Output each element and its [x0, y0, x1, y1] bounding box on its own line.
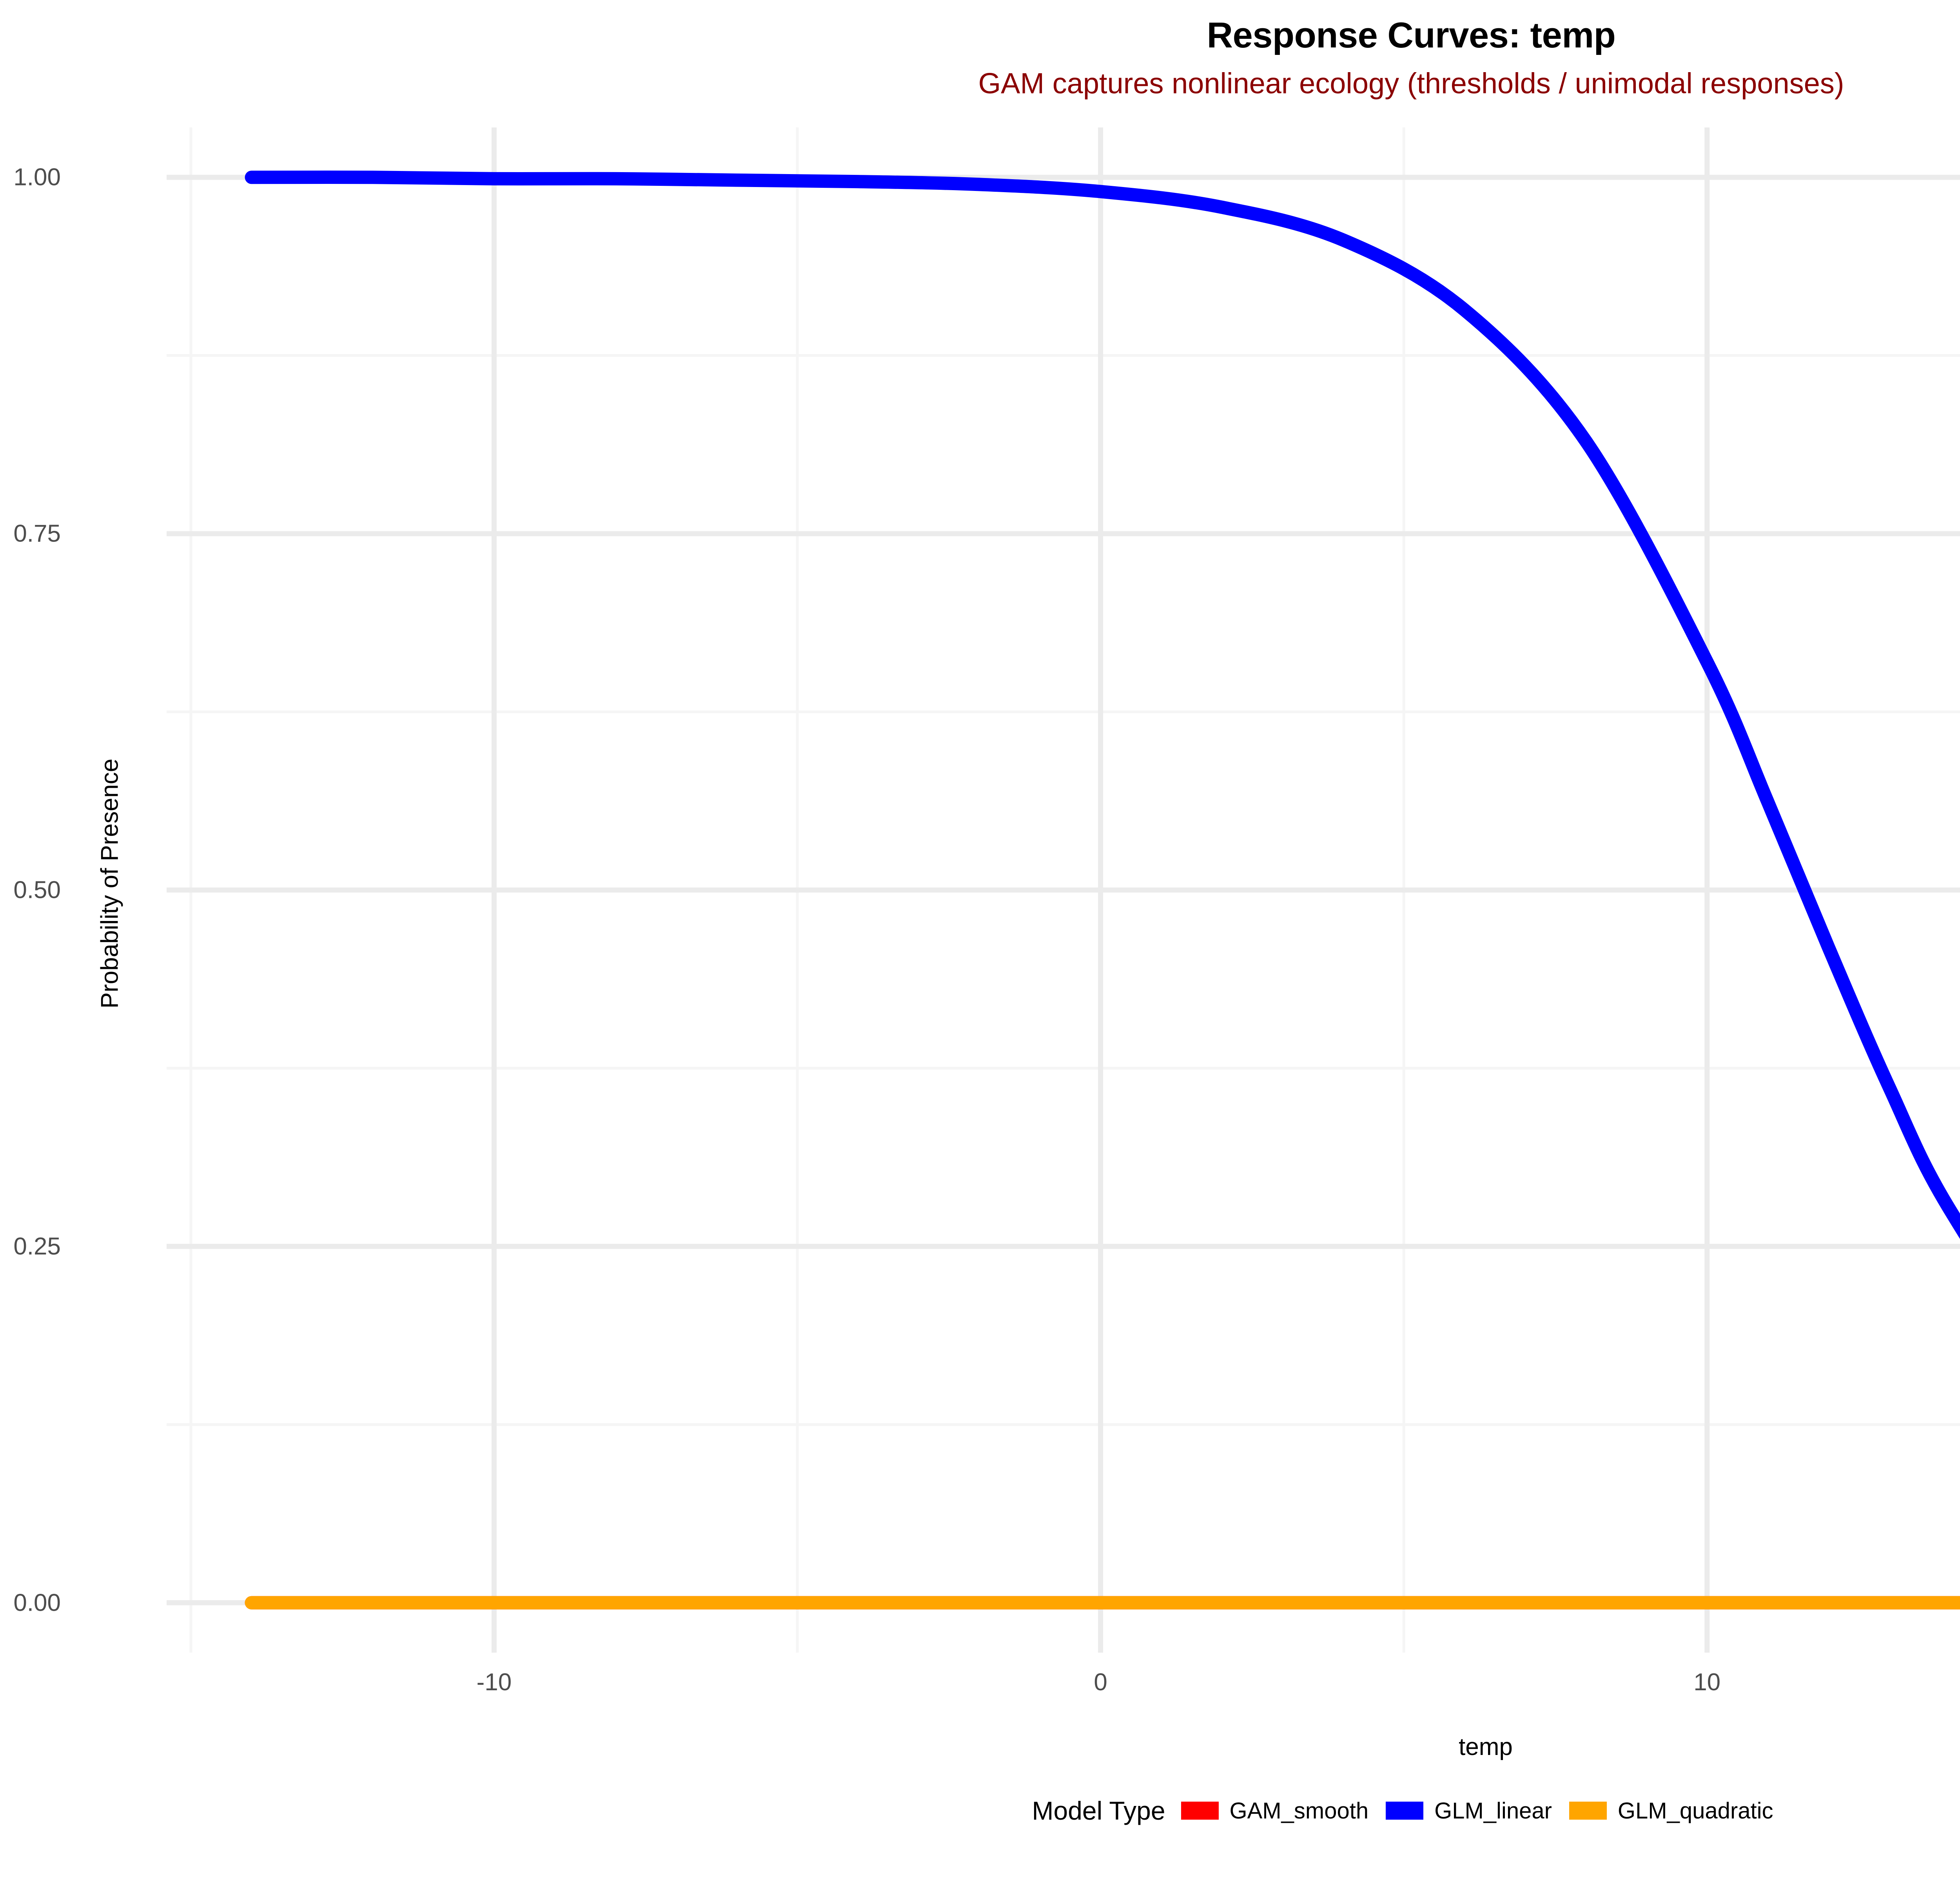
plot-canvas	[167, 127, 1960, 1653]
y-tick-label: 1.00	[13, 163, 61, 191]
series-line-glm-quadratic	[245, 1596, 1960, 1610]
legend-item-label: GAM_smooth	[1229, 1798, 1369, 1824]
legend-key-swatch-icon	[1181, 1802, 1219, 1820]
y-tick-label: 0.00	[13, 1589, 61, 1617]
legend-item-label: GLM_linear	[1434, 1798, 1552, 1824]
x-axis-title: temp	[1459, 1733, 1513, 1760]
x-tick-label: 10	[1693, 1669, 1721, 1696]
series-line-glm-linear	[245, 170, 1960, 1239]
legend-item-glm-linear[interactable]: GLM_linear	[1386, 1798, 1552, 1824]
x-tick-label: -10	[476, 1669, 512, 1696]
y-tick-label: 0.50	[13, 876, 61, 904]
series-lines	[245, 170, 1960, 1610]
legend: Model Type GAM_smooth GLM_linear GLM_quadr…	[0, 1796, 1960, 1826]
legend-title: Model Type	[1032, 1796, 1165, 1825]
y-tick-label: 0.75	[13, 520, 61, 547]
x-tick-label: 0	[1094, 1669, 1107, 1696]
legend-item-gam-smooth[interactable]: GAM_smooth	[1181, 1798, 1369, 1824]
y-tick-label: 0.25	[13, 1233, 61, 1260]
plot-subtitle: GAM captures nonlinear ecology (threshol…	[978, 67, 1844, 100]
legend-key-swatch-icon	[1386, 1802, 1424, 1820]
y-axis-title: Probability of Presence	[96, 758, 123, 1009]
legend-item-label: GLM_quadratic	[1617, 1798, 1773, 1824]
legend-item-glm-quadratic[interactable]: GLM_quadratic	[1569, 1798, 1773, 1824]
page-title: Response Curves: temp	[1207, 15, 1616, 55]
legend-key-swatch-icon	[1569, 1802, 1607, 1820]
plot-panel	[167, 127, 1960, 1653]
